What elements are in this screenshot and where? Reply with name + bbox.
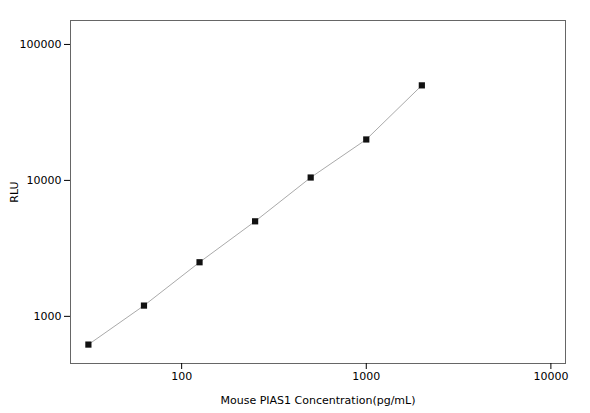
svg-text:Mouse PIAS1 Concentration(pg/m: Mouse PIAS1 Concentration(pg/mL): [221, 394, 416, 407]
svg-text:10000: 10000: [533, 370, 568, 383]
svg-text:100: 100: [171, 370, 192, 383]
svg-text:1000: 1000: [352, 370, 380, 383]
svg-text:RLU: RLU: [8, 181, 21, 202]
svg-text:100000: 100000: [20, 38, 62, 51]
svg-text:1000: 1000: [34, 310, 62, 323]
svg-text:10000: 10000: [27, 174, 62, 187]
